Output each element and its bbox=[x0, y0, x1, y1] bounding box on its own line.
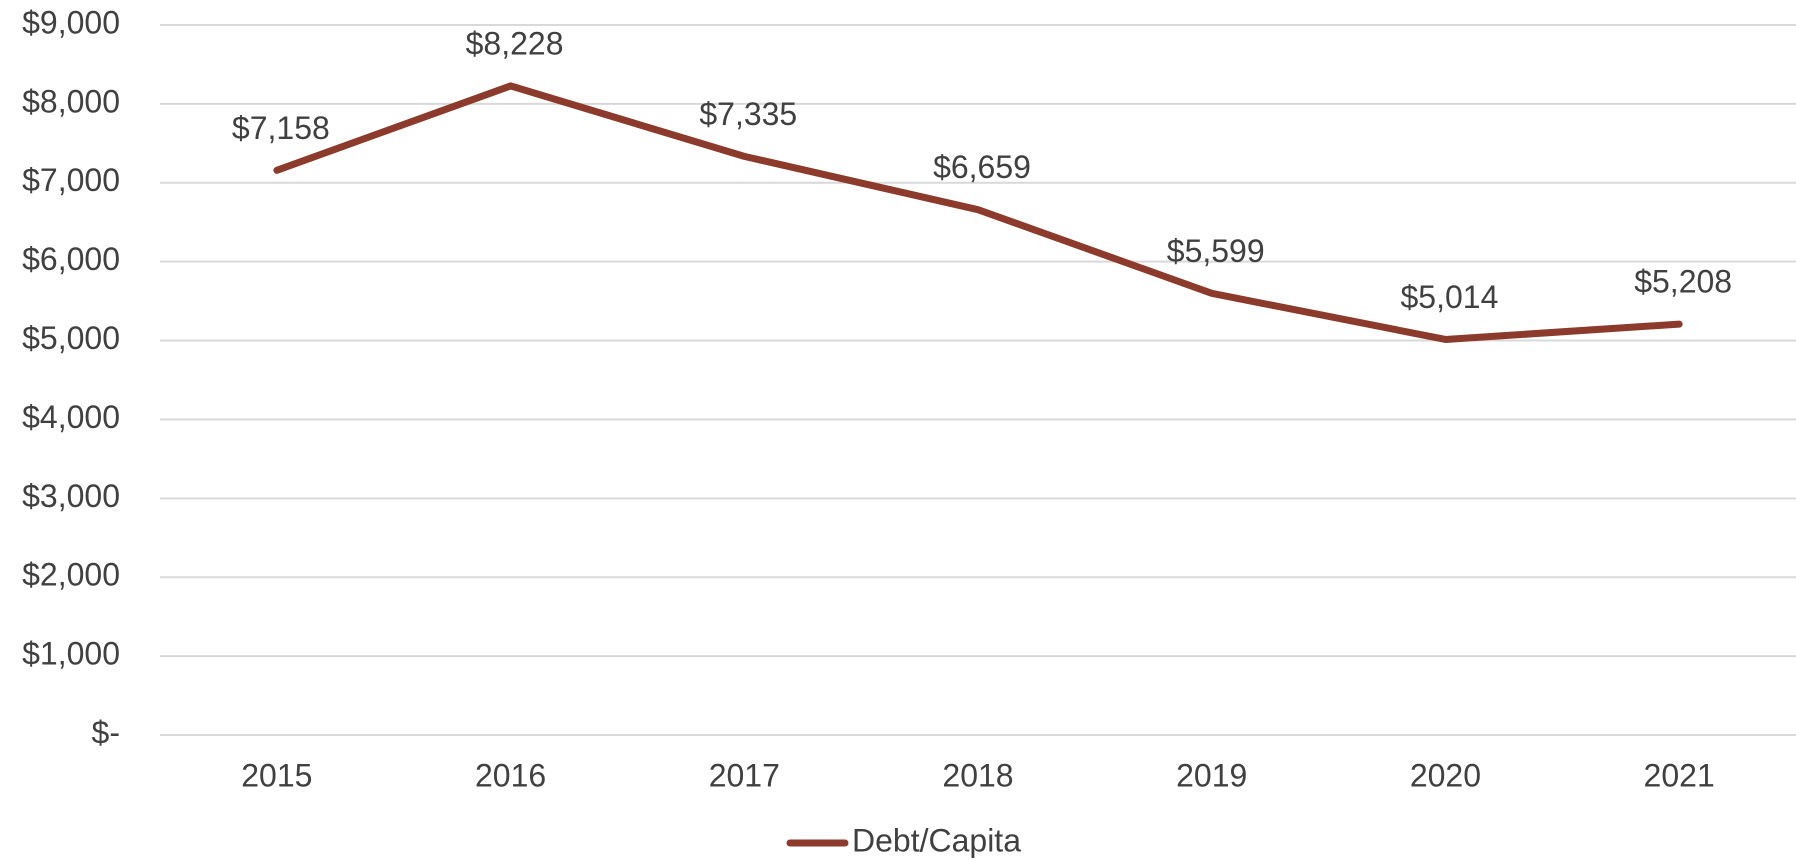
data-label: $8,228 bbox=[466, 25, 564, 61]
x-tick-label: 2018 bbox=[942, 757, 1013, 793]
y-tick-label: $1,000 bbox=[22, 636, 120, 672]
legend-label: Debt/Capita bbox=[852, 822, 1021, 858]
x-tick-label: 2020 bbox=[1410, 757, 1481, 793]
x-tick-label: 2017 bbox=[709, 757, 780, 793]
y-tick-label: $8,000 bbox=[22, 83, 120, 119]
y-tick-label: $7,000 bbox=[22, 162, 120, 198]
y-tick-label: $5,000 bbox=[22, 320, 120, 356]
x-tick-label: 2016 bbox=[475, 757, 546, 793]
y-tick-label: $- bbox=[92, 714, 120, 750]
data-label: $5,014 bbox=[1400, 279, 1498, 315]
data-label: $5,208 bbox=[1634, 264, 1732, 300]
data-label: $7,335 bbox=[699, 96, 797, 132]
data-label: $5,599 bbox=[1167, 233, 1265, 269]
x-tick-label: 2021 bbox=[1644, 757, 1715, 793]
y-tick-label: $9,000 bbox=[22, 4, 120, 40]
data-label: $7,158 bbox=[232, 110, 330, 146]
y-tick-label: $3,000 bbox=[22, 478, 120, 514]
data-line bbox=[273, 82, 1683, 343]
x-tick-label: 2019 bbox=[1176, 757, 1247, 793]
y-tick-label: $6,000 bbox=[22, 241, 120, 277]
x-tick-label: 2015 bbox=[241, 757, 312, 793]
y-tick-label: $4,000 bbox=[22, 399, 120, 435]
y-tick-label: $2,000 bbox=[22, 557, 120, 593]
data-label: $6,659 bbox=[933, 149, 1031, 185]
